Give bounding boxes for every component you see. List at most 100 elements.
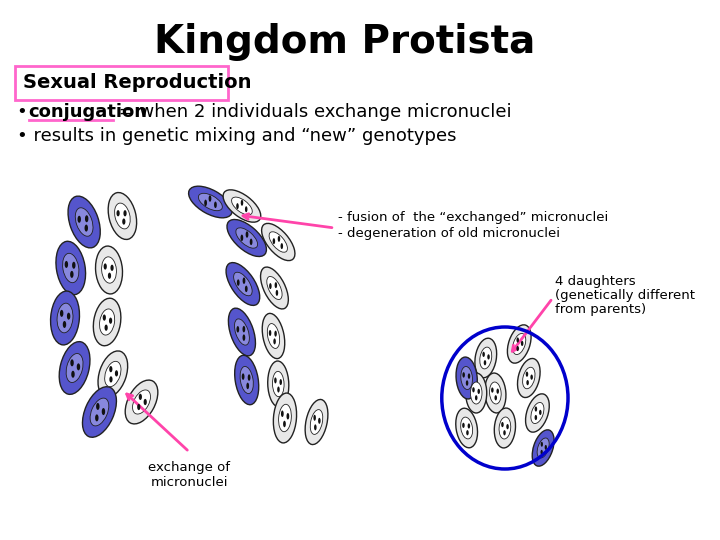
Ellipse shape: [233, 272, 252, 296]
Ellipse shape: [77, 363, 80, 370]
Text: (genetically different: (genetically different: [554, 289, 695, 302]
Ellipse shape: [72, 262, 76, 269]
Ellipse shape: [56, 241, 86, 295]
Ellipse shape: [237, 279, 240, 286]
Ellipse shape: [467, 423, 470, 429]
Ellipse shape: [115, 370, 118, 376]
Ellipse shape: [235, 355, 258, 404]
Ellipse shape: [274, 339, 276, 345]
Ellipse shape: [262, 313, 284, 359]
Text: - degeneration of old micronuclei: - degeneration of old micronuclei: [338, 227, 559, 240]
Ellipse shape: [246, 383, 249, 389]
Ellipse shape: [491, 388, 494, 393]
Ellipse shape: [235, 319, 249, 345]
Ellipse shape: [63, 253, 79, 283]
Ellipse shape: [99, 309, 114, 335]
Ellipse shape: [287, 413, 289, 420]
Ellipse shape: [59, 342, 90, 394]
Ellipse shape: [281, 243, 283, 249]
Ellipse shape: [273, 238, 275, 244]
Ellipse shape: [261, 224, 295, 261]
Ellipse shape: [313, 415, 316, 421]
Text: = when 2 individuals exchange micronuclei: = when 2 individuals exchange micronucle…: [113, 103, 511, 121]
Ellipse shape: [50, 291, 79, 345]
Ellipse shape: [240, 200, 243, 206]
Ellipse shape: [90, 398, 109, 426]
Ellipse shape: [544, 445, 547, 450]
Ellipse shape: [482, 352, 485, 357]
Ellipse shape: [65, 261, 68, 268]
Ellipse shape: [84, 225, 88, 232]
Ellipse shape: [485, 373, 506, 413]
Ellipse shape: [267, 276, 282, 300]
Ellipse shape: [242, 373, 245, 380]
Ellipse shape: [109, 318, 112, 324]
Ellipse shape: [102, 408, 105, 415]
Ellipse shape: [114, 203, 130, 229]
Ellipse shape: [104, 325, 108, 331]
Text: from parents): from parents): [554, 303, 646, 316]
Ellipse shape: [274, 330, 277, 336]
Ellipse shape: [209, 195, 212, 202]
Ellipse shape: [541, 442, 543, 447]
Ellipse shape: [531, 375, 533, 380]
Ellipse shape: [250, 239, 253, 245]
Ellipse shape: [501, 422, 504, 427]
Ellipse shape: [269, 283, 271, 289]
Ellipse shape: [70, 271, 73, 278]
Ellipse shape: [214, 201, 217, 208]
Ellipse shape: [104, 264, 107, 269]
Ellipse shape: [503, 430, 505, 435]
Ellipse shape: [240, 367, 253, 394]
Ellipse shape: [68, 196, 100, 248]
Ellipse shape: [535, 407, 537, 411]
Ellipse shape: [123, 210, 127, 217]
Ellipse shape: [226, 262, 260, 306]
Ellipse shape: [318, 418, 320, 424]
Ellipse shape: [117, 210, 120, 217]
Ellipse shape: [462, 423, 464, 428]
Ellipse shape: [281, 410, 284, 417]
Ellipse shape: [95, 414, 99, 421]
Ellipse shape: [480, 347, 492, 369]
Ellipse shape: [279, 404, 292, 431]
Ellipse shape: [236, 228, 258, 248]
Ellipse shape: [76, 208, 93, 236]
Ellipse shape: [240, 234, 243, 241]
Ellipse shape: [274, 377, 276, 383]
Ellipse shape: [305, 400, 328, 444]
Ellipse shape: [539, 410, 541, 415]
Ellipse shape: [228, 308, 256, 356]
Ellipse shape: [83, 387, 117, 437]
Ellipse shape: [98, 351, 127, 397]
Ellipse shape: [245, 206, 248, 212]
Ellipse shape: [66, 354, 83, 382]
Ellipse shape: [277, 387, 279, 393]
Text: exchange of: exchange of: [148, 462, 230, 475]
Ellipse shape: [109, 366, 112, 372]
Ellipse shape: [139, 394, 142, 400]
Ellipse shape: [94, 298, 121, 346]
Text: micronuclei: micronuclei: [150, 476, 228, 489]
Text: conjugation: conjugation: [29, 103, 148, 121]
Ellipse shape: [267, 323, 279, 348]
Ellipse shape: [78, 216, 81, 223]
Ellipse shape: [276, 290, 278, 296]
Ellipse shape: [470, 382, 482, 404]
Ellipse shape: [518, 359, 540, 397]
Ellipse shape: [243, 326, 246, 333]
Ellipse shape: [103, 314, 106, 321]
Ellipse shape: [472, 387, 474, 393]
Ellipse shape: [314, 424, 317, 430]
Ellipse shape: [96, 246, 122, 294]
Ellipse shape: [495, 408, 516, 448]
Ellipse shape: [232, 197, 252, 215]
Ellipse shape: [236, 326, 239, 333]
Text: - fusion of  the “exchanged” micronuclei: - fusion of the “exchanged” micronuclei: [338, 212, 608, 225]
Ellipse shape: [269, 232, 287, 252]
Ellipse shape: [108, 193, 137, 239]
Ellipse shape: [477, 389, 480, 394]
Ellipse shape: [143, 399, 147, 405]
Ellipse shape: [109, 376, 112, 382]
Ellipse shape: [537, 438, 549, 458]
